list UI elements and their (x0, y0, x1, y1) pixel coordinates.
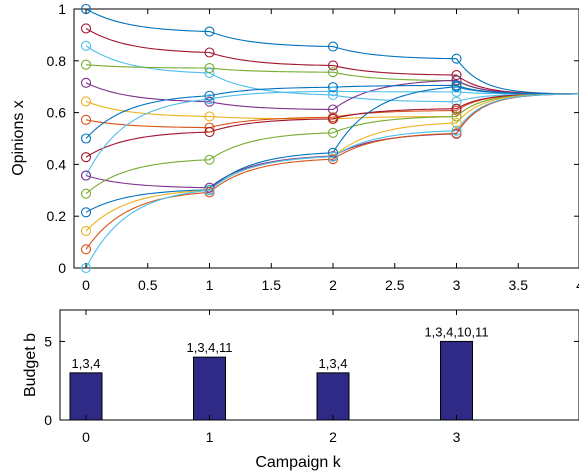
campaign-marker (451, 53, 462, 64)
opinion-line (85, 86, 579, 213)
opinions-plot-frame (73, 8, 579, 269)
campaign-marker (204, 63, 215, 74)
campaign-marker (80, 152, 92, 163)
campaign-marker (204, 126, 215, 138)
budget-data-label: 1,3,4,11 (186, 340, 232, 355)
opinion-line (85, 93, 579, 158)
x-tick-label: 1 (206, 429, 214, 445)
budget-bar (440, 340, 473, 421)
x-tick-label: 2 (329, 277, 337, 293)
campaign-marker (327, 113, 339, 124)
y-tick-label: 0.4 (47, 156, 67, 172)
x-tick-label: 2 (329, 429, 337, 445)
opinions-y-axis-label: Opinions x (10, 100, 27, 176)
campaign-marker (80, 207, 92, 218)
campaign-marker (204, 111, 215, 122)
campaign-markers-group (80, 3, 462, 274)
budget-data-label: 1,3,4 (72, 356, 101, 371)
y-tick-label: 0.2 (47, 208, 67, 224)
campaign-marker (80, 170, 92, 181)
campaign-marker (204, 96, 215, 107)
campaign-marker (451, 117, 462, 129)
x-tick-label: 3 (453, 277, 461, 293)
campaign-marker (80, 40, 92, 51)
y-tick-label: 0 (58, 260, 66, 276)
campaign-marker (327, 41, 339, 52)
campaign-marker (80, 59, 92, 70)
campaign-marker (204, 26, 215, 37)
campaign-marker (80, 133, 92, 144)
y-tick-label: 0.6 (47, 105, 67, 121)
y-tick-label: 1 (58, 1, 66, 17)
campaign-marker (451, 128, 462, 139)
budget-data-label: 1,3,4 (319, 356, 348, 371)
x-tick-label: 3.5 (509, 277, 529, 293)
campaign-marker (80, 114, 92, 125)
campaign-marker (204, 154, 215, 165)
budget-bar (316, 372, 350, 421)
budget-bar (69, 372, 103, 421)
budget-y-ticks: 05 (44, 333, 579, 428)
budget-x-ticks: 0 1 2 3 (82, 310, 461, 445)
campaign-marker (451, 103, 462, 114)
x-tick-label: 0.5 (138, 277, 158, 293)
x-tick-label: 0 (82, 277, 90, 293)
budget-y-axis-label: Budget b (22, 333, 39, 397)
campaign-marker (451, 86, 462, 97)
campaign-marker (451, 111, 462, 122)
campaign-marker (327, 67, 339, 78)
campaign-marker (80, 188, 92, 199)
budget-data-label: 1,3,4,10,11 (424, 324, 488, 339)
x-tick-label: 4 (576, 277, 579, 293)
campaign-marker (327, 60, 339, 71)
x-tick-label: 1 (206, 277, 214, 293)
y-tick-label: 5 (44, 333, 52, 349)
x-tick-label: 1.5 (262, 277, 282, 293)
campaign-marker (327, 82, 339, 93)
campaign-marker (80, 77, 92, 88)
opinion-line (85, 93, 579, 269)
campaign-marker (451, 69, 462, 81)
budget-bar (193, 356, 226, 421)
opinion-line (85, 27, 579, 95)
budget-data-labels: 1,3,4 1,3,4,11 1,3,4 1,3,4,10,11 (72, 324, 489, 370)
opinion-line (85, 8, 579, 95)
y-tick-label: 0 (44, 412, 52, 428)
campaign-marker (80, 225, 92, 237)
campaign-marker (327, 151, 339, 162)
opinions-x-ticks: 0 0.5 1 1.5 2 2.5 3 3.5 4 (82, 9, 579, 293)
x-tick-label: 3 (453, 429, 461, 445)
campaign-marker (327, 127, 339, 138)
campaign-marker (204, 185, 215, 196)
campaign-marker (204, 47, 215, 58)
opinions-chart: 0 0.5 1 1.5 2 2.5 3 3.5 4 0 0.2 0.4 0.6 0.8 1 Opinion… (10, 1, 579, 293)
campaign-marker (80, 23, 92, 34)
campaign-marker (80, 96, 92, 107)
campaign-marker (204, 94, 215, 105)
campaign-marker (327, 154, 339, 165)
x-tick-label: 0 (82, 429, 90, 445)
campaign-marker (451, 75, 462, 86)
budget-x-axis-label: Campaign k (255, 454, 341, 471)
campaign-marker (204, 67, 215, 79)
campaign-marker (80, 244, 92, 255)
opinion-line (85, 93, 579, 195)
campaign-marker (327, 89, 339, 101)
campaign-marker (451, 81, 462, 92)
opinion-line (85, 45, 579, 103)
campaign-marker (204, 122, 215, 133)
campaign-marker (204, 90, 215, 101)
y-tick-label: 0.8 (47, 53, 67, 69)
x-tick-label: 2.5 (385, 277, 405, 293)
opinions-y-ticks: 0 0.2 0.4 0.6 0.8 1 (47, 1, 579, 276)
campaign-marker (327, 86, 339, 97)
campaign-marker (451, 125, 462, 136)
campaign-marker (327, 147, 339, 158)
